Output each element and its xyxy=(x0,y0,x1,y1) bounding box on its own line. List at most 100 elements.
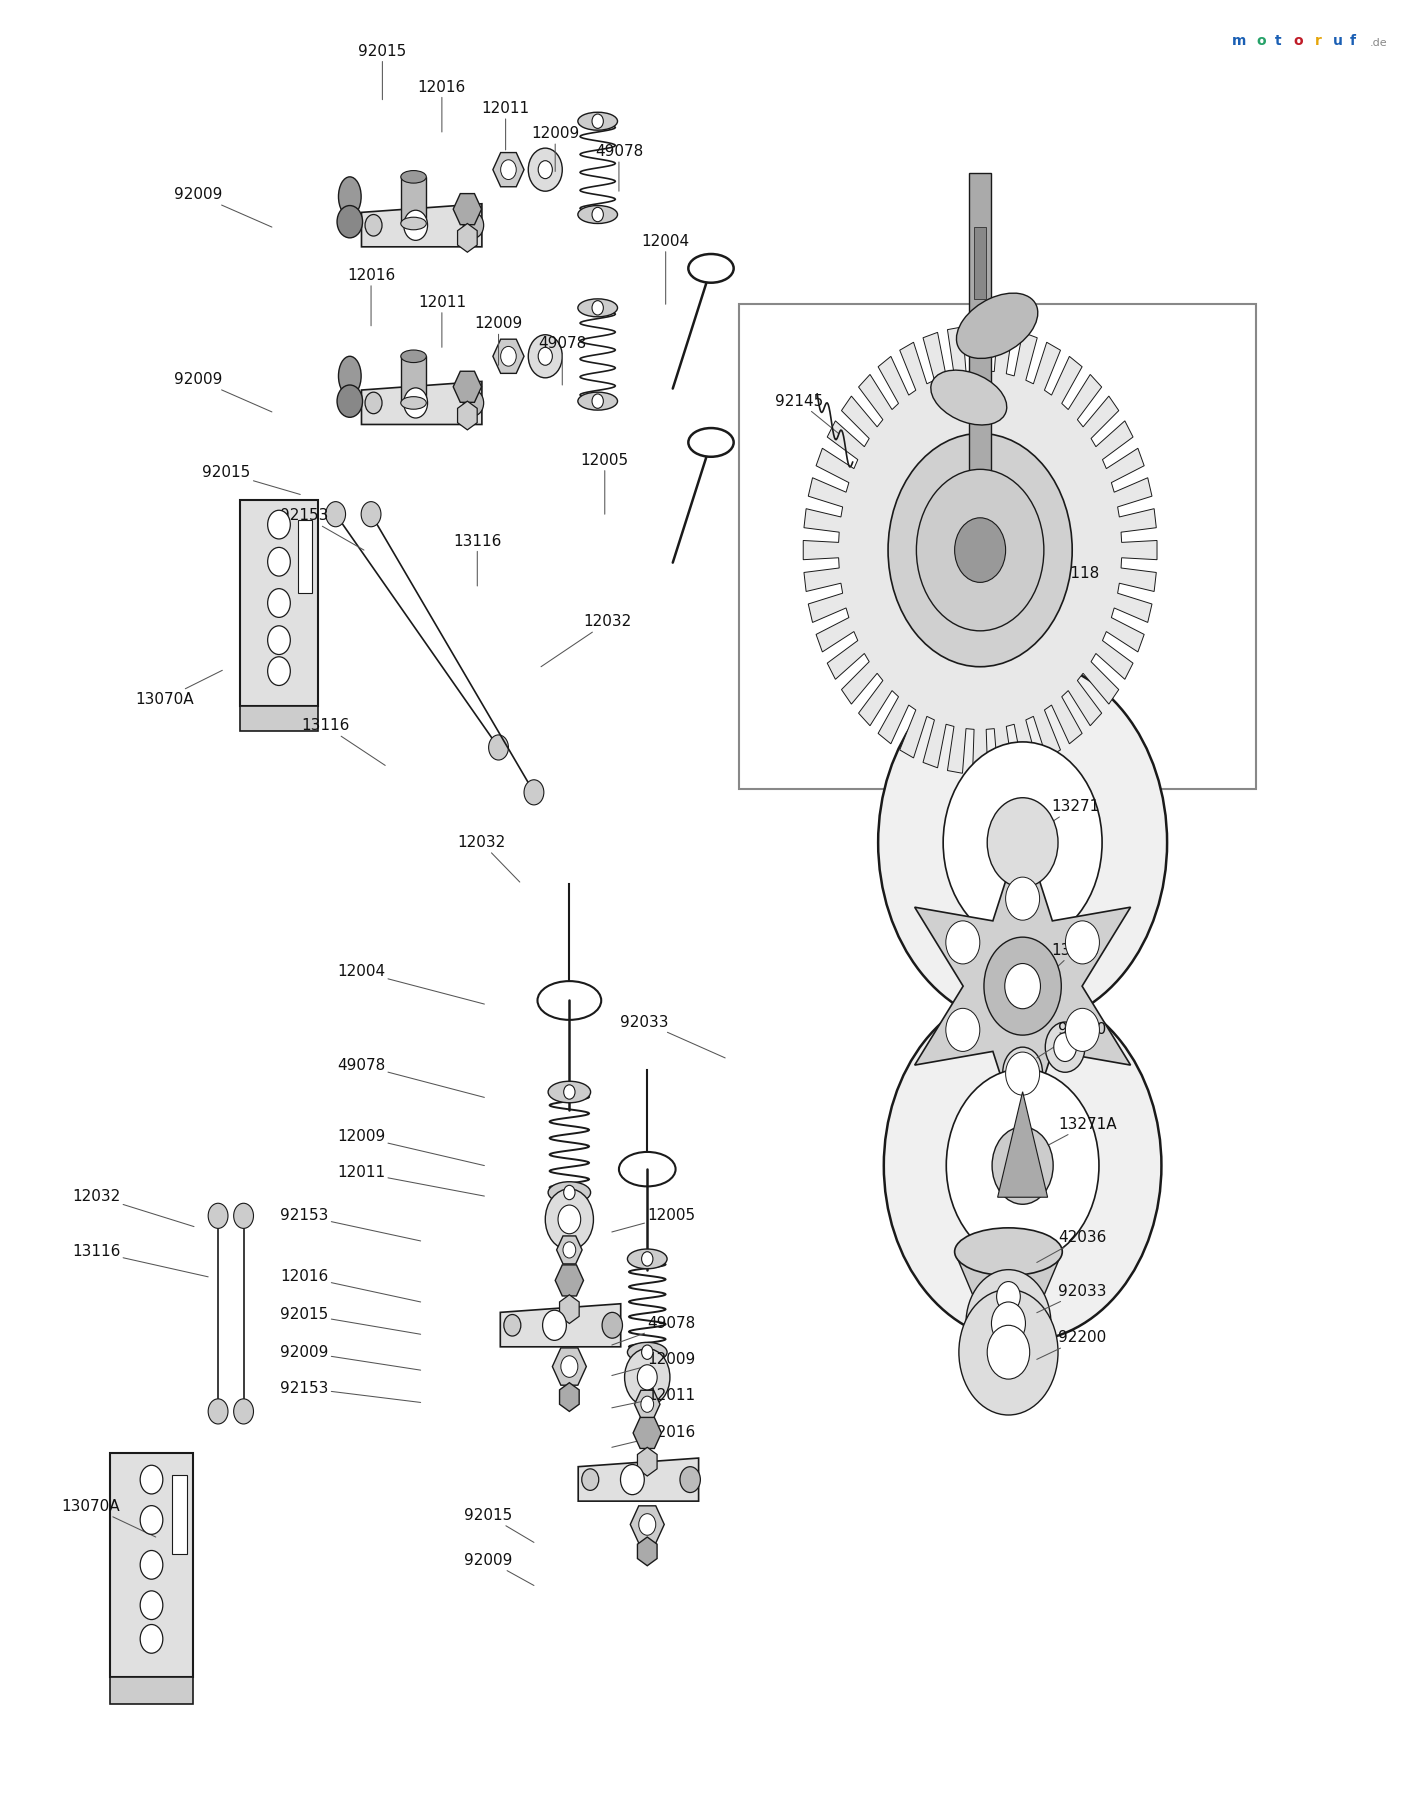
Ellipse shape xyxy=(627,1249,667,1269)
Circle shape xyxy=(545,1190,593,1249)
Circle shape xyxy=(326,502,346,527)
Polygon shape xyxy=(555,1265,583,1296)
Bar xyxy=(401,176,427,223)
Circle shape xyxy=(208,1202,228,1228)
Polygon shape xyxy=(493,338,525,373)
Circle shape xyxy=(884,990,1162,1341)
Text: 92009: 92009 xyxy=(280,1345,421,1370)
Ellipse shape xyxy=(931,371,1007,425)
Text: o: o xyxy=(1256,34,1266,47)
Bar xyxy=(974,227,985,299)
Text: 92015: 92015 xyxy=(358,43,407,99)
Text: .de: .de xyxy=(1369,38,1388,47)
Circle shape xyxy=(208,1399,228,1424)
Bar xyxy=(968,173,991,551)
Circle shape xyxy=(637,1364,657,1390)
Circle shape xyxy=(529,335,562,378)
Circle shape xyxy=(543,1310,566,1341)
Ellipse shape xyxy=(338,176,361,216)
Ellipse shape xyxy=(954,1228,1062,1276)
Bar xyxy=(111,1678,192,1705)
Text: 13070A: 13070A xyxy=(61,1499,156,1537)
Text: 12011: 12011 xyxy=(611,1388,695,1408)
Circle shape xyxy=(1005,1051,1039,1094)
Text: 12016: 12016 xyxy=(611,1426,695,1447)
Circle shape xyxy=(1005,877,1039,920)
Ellipse shape xyxy=(547,1183,590,1202)
Circle shape xyxy=(464,212,483,238)
Ellipse shape xyxy=(401,349,427,362)
Text: 13116: 13116 xyxy=(301,718,385,765)
Text: 49078: 49078 xyxy=(538,337,586,385)
Polygon shape xyxy=(454,194,482,225)
Circle shape xyxy=(1012,1060,1032,1085)
Polygon shape xyxy=(361,382,482,425)
Text: 12016: 12016 xyxy=(418,79,466,131)
Circle shape xyxy=(624,1348,670,1406)
Bar xyxy=(172,1476,186,1553)
Text: o: o xyxy=(1293,34,1303,47)
Text: 49078: 49078 xyxy=(594,144,643,191)
Bar xyxy=(111,1453,192,1678)
Circle shape xyxy=(993,1127,1054,1204)
Circle shape xyxy=(991,1301,1025,1345)
Circle shape xyxy=(1045,1022,1085,1073)
Text: 12032: 12032 xyxy=(73,1188,193,1226)
Polygon shape xyxy=(954,1251,1062,1296)
Circle shape xyxy=(489,734,509,760)
Circle shape xyxy=(267,509,290,538)
Text: 12009: 12009 xyxy=(530,126,579,171)
Text: 92009: 92009 xyxy=(173,187,272,227)
Polygon shape xyxy=(579,1458,698,1501)
Circle shape xyxy=(943,742,1102,943)
Text: 92015: 92015 xyxy=(465,1508,533,1543)
Ellipse shape xyxy=(401,171,427,184)
Ellipse shape xyxy=(582,1469,599,1490)
Text: 42036: 42036 xyxy=(1037,1229,1106,1262)
Circle shape xyxy=(529,148,562,191)
Circle shape xyxy=(966,1269,1051,1377)
Polygon shape xyxy=(637,1537,657,1566)
Circle shape xyxy=(641,1345,653,1359)
Circle shape xyxy=(987,1325,1030,1379)
Polygon shape xyxy=(493,153,525,187)
Circle shape xyxy=(560,1355,577,1377)
Circle shape xyxy=(680,1467,701,1492)
Text: 12011: 12011 xyxy=(337,1165,485,1195)
Circle shape xyxy=(501,346,516,365)
Text: 13271A: 13271A xyxy=(1037,1116,1116,1152)
Ellipse shape xyxy=(577,205,617,223)
Circle shape xyxy=(997,1282,1021,1312)
Text: 13070: 13070 xyxy=(1037,943,1099,986)
Polygon shape xyxy=(998,1093,1048,1197)
Ellipse shape xyxy=(401,218,427,230)
Circle shape xyxy=(404,387,428,418)
Circle shape xyxy=(620,1465,644,1494)
Bar xyxy=(739,304,1256,788)
Circle shape xyxy=(538,160,552,178)
Circle shape xyxy=(538,347,552,365)
Text: 12009: 12009 xyxy=(611,1352,695,1375)
Circle shape xyxy=(1003,1048,1042,1098)
Polygon shape xyxy=(633,1417,661,1449)
Circle shape xyxy=(563,1085,574,1100)
Circle shape xyxy=(141,1505,164,1534)
Text: 13116: 13116 xyxy=(454,533,502,587)
Circle shape xyxy=(233,1399,253,1424)
Circle shape xyxy=(501,160,516,180)
Text: 12011: 12011 xyxy=(418,295,466,347)
Circle shape xyxy=(879,659,1167,1026)
Circle shape xyxy=(1005,963,1041,1008)
Circle shape xyxy=(1065,1008,1099,1051)
Circle shape xyxy=(141,1591,164,1620)
Circle shape xyxy=(141,1550,164,1579)
Circle shape xyxy=(267,657,290,686)
Ellipse shape xyxy=(577,299,617,317)
Circle shape xyxy=(946,1008,980,1051)
Ellipse shape xyxy=(337,385,363,418)
Text: 92009: 92009 xyxy=(465,1553,533,1586)
Bar xyxy=(299,520,313,592)
Ellipse shape xyxy=(365,214,383,236)
Circle shape xyxy=(944,506,1015,596)
Circle shape xyxy=(267,589,290,617)
